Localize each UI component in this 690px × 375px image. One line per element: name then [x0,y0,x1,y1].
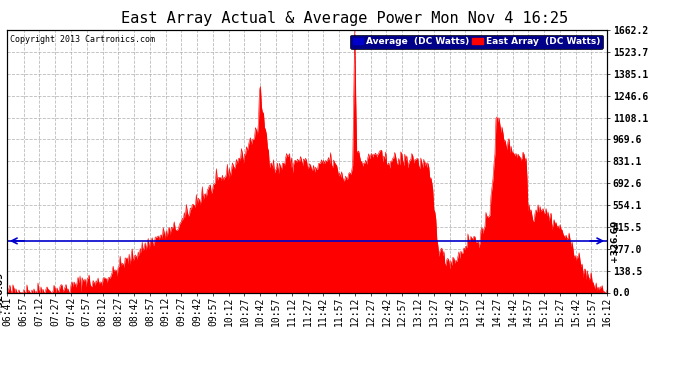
Legend: Average  (DC Watts), East Array  (DC Watts): Average (DC Watts), East Array (DC Watts… [350,34,602,49]
Text: +326.69: +326.69 [610,220,619,262]
Text: East Array Actual & Average Power Mon Nov 4 16:25: East Array Actual & Average Power Mon No… [121,11,569,26]
Text: Copyright 2013 Cartronics.com: Copyright 2013 Cartronics.com [10,35,155,44]
Text: +326.69: +326.69 [0,271,4,314]
